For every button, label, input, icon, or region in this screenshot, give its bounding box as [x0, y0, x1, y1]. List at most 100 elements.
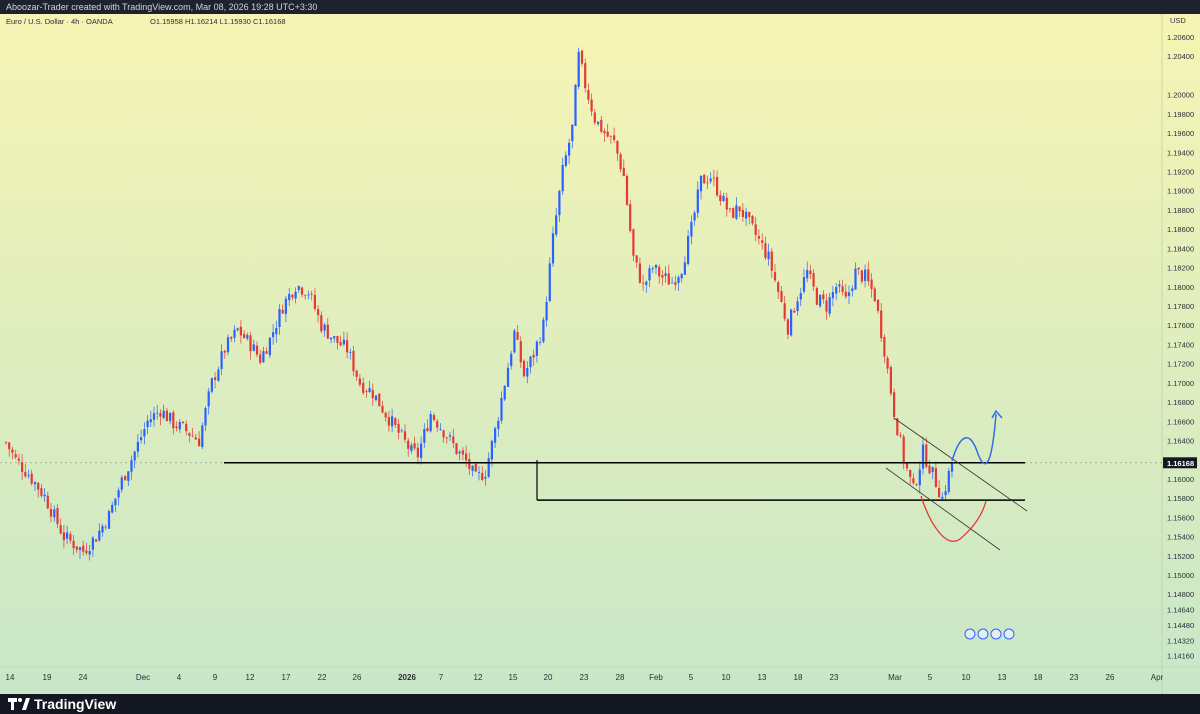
event-flag-icon[interactable] [1003, 628, 1015, 640]
candle-body [198, 438, 201, 447]
candle-body [574, 84, 577, 126]
time-tick-label: 7 [439, 673, 444, 682]
candle-body [925, 444, 928, 467]
event-flag-icon[interactable] [977, 628, 989, 640]
candle-body [661, 275, 664, 278]
candle-body [835, 287, 838, 294]
candle-body [59, 525, 62, 534]
projection-up-curve[interactable] [951, 413, 997, 465]
event-flag-icon[interactable] [990, 628, 1002, 640]
price-tick-label: 1.16800 [1167, 398, 1194, 407]
candle-body [522, 360, 526, 377]
candle-body [851, 288, 854, 292]
candle-body [294, 291, 297, 299]
price-tick-label: 1.17600 [1167, 321, 1194, 330]
candle-body [391, 416, 394, 427]
price-tick-label: 1.16000 [1167, 475, 1194, 484]
projection-down-curve[interactable] [920, 495, 987, 542]
candle-body [407, 440, 410, 449]
candle-body [136, 441, 139, 452]
candle-body [365, 391, 368, 392]
candle-body [371, 389, 374, 399]
candle-body [629, 204, 632, 232]
price-axis: 1.20600 1.20400 1.20000 1.19800 1.19600 1.194… [1167, 33, 1194, 661]
candle-body [844, 291, 847, 297]
candle-body [735, 205, 738, 219]
candle-body [461, 450, 464, 455]
candle-body [568, 142, 571, 156]
candle-body [329, 337, 333, 340]
candle-body [352, 350, 355, 372]
header-bar: Aboozar-Trader created with TradingView.… [0, 0, 1200, 14]
candle-body [555, 215, 558, 235]
time-tick-label: 26 [353, 673, 362, 682]
candle-body [27, 475, 30, 477]
candle-body [127, 471, 130, 481]
candle-body [619, 154, 622, 170]
candle-body [210, 378, 213, 392]
event-flags[interactable] [964, 628, 1015, 640]
candle-body [226, 337, 230, 353]
time-tick-label: 14 [6, 673, 15, 682]
candle-body [394, 418, 397, 425]
time-tick-label: 26 [1106, 673, 1115, 682]
candle-body [625, 175, 629, 205]
candle-body [893, 392, 896, 417]
candle-body [201, 425, 204, 448]
candle-body [645, 281, 648, 285]
candle-body [529, 356, 532, 368]
time-tick-label: 12 [246, 673, 255, 682]
time-tick-label: 17 [282, 673, 291, 682]
candle-body [178, 422, 181, 430]
candle-body [423, 429, 426, 443]
drawings [224, 409, 1028, 551]
candle-body [397, 423, 400, 433]
candle-body [780, 291, 783, 302]
price-tick-label: 1.17800 [1167, 302, 1194, 311]
candle-body [600, 119, 603, 132]
candle-body [516, 332, 519, 340]
candle-body [152, 413, 156, 420]
candle-body [436, 421, 439, 428]
candle-body [326, 324, 329, 339]
candle-body [551, 233, 555, 264]
time-tick-label: 19 [43, 673, 52, 682]
time-tick-label: 5 [689, 673, 694, 682]
candle-body [37, 482, 40, 490]
channel-line-lower[interactable] [885, 467, 1001, 551]
candle-body [191, 435, 194, 437]
candle-body [693, 212, 696, 221]
candle-body [783, 303, 786, 319]
time-tick-label: 24 [79, 673, 88, 682]
candle-body [85, 550, 88, 554]
candle-body [448, 435, 452, 437]
candle-body [410, 445, 413, 451]
chart-area[interactable]: Euro / U.S. Dollar · 4h · OANDA O1.15958… [0, 14, 1200, 694]
event-flag-icon[interactable] [964, 628, 976, 640]
candle-body [56, 508, 59, 525]
candle-body [745, 211, 748, 219]
candle-body [654, 264, 658, 268]
candle-body [387, 417, 390, 426]
candle-body [699, 175, 703, 192]
candle-body [140, 437, 143, 441]
last-price-badge: 1.16168 [1163, 457, 1197, 469]
time-tick-label: 13 [998, 673, 1007, 682]
price-tick-label: 1.18600 [1167, 225, 1194, 234]
candle-body [503, 386, 506, 400]
candle-body [75, 546, 78, 550]
channel-line-upper[interactable] [893, 417, 1028, 512]
tradingview-logo[interactable]: TradingView [8, 696, 116, 712]
time-tick-label: 23 [580, 673, 589, 682]
candle-body [40, 488, 43, 496]
candle-body [667, 273, 670, 285]
candle-body [532, 354, 535, 358]
candle-body [577, 51, 580, 87]
candle-body [786, 319, 789, 335]
candle-body [268, 337, 271, 356]
candle-body [950, 462, 954, 472]
candle-body [651, 268, 654, 270]
price-tick-label: 1.18200 [1167, 264, 1194, 273]
candle-body [928, 465, 931, 474]
time-tick-label: 4 [177, 673, 182, 682]
